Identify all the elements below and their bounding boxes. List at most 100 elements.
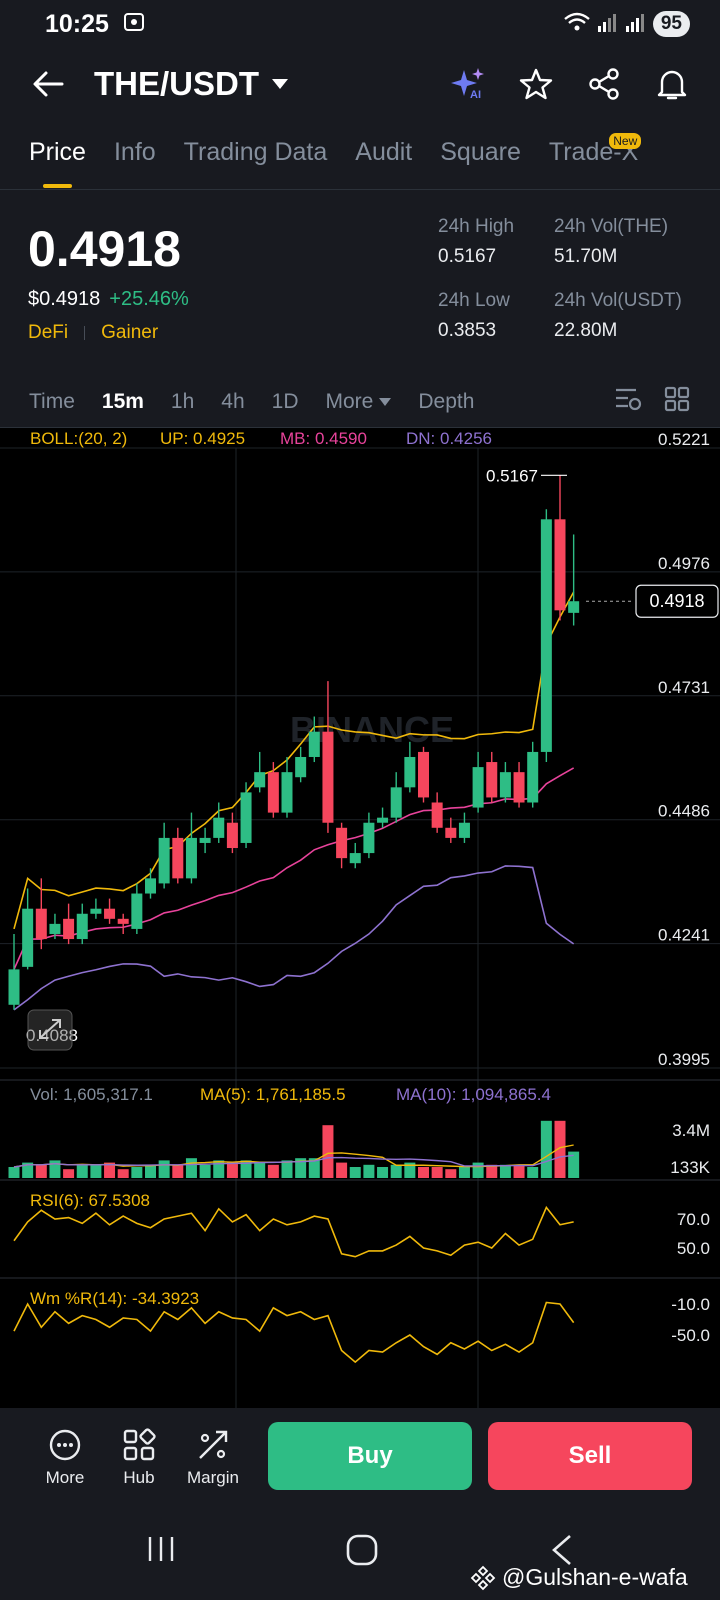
margin-button[interactable]: Margin (186, 1428, 240, 1488)
candle (322, 731, 334, 823)
stat-value: 22.80M (554, 320, 618, 341)
candle (117, 918, 129, 924)
signal-icon (597, 11, 619, 38)
price-usd: $0.4918 (28, 288, 101, 310)
bollinger-bands (13, 591, 575, 1011)
status-time: 10:25 (45, 9, 109, 38)
interval-time[interactable]: Time (29, 389, 75, 413)
volume-bar (499, 1164, 511, 1178)
tab-trading-data[interactable]: Trading Data (183, 138, 328, 166)
volume-bar (418, 1167, 429, 1178)
stat-label: 24h Vol(USDT) (554, 290, 682, 311)
chart-grid (0, 447, 720, 1408)
candle (172, 837, 184, 879)
volume-bar (540, 1120, 552, 1178)
candle (158, 837, 170, 884)
volume-bar (145, 1164, 156, 1178)
volume-tick-high: 3.4M (672, 1121, 710, 1140)
more-dots-icon (49, 1429, 81, 1461)
volume-bar (377, 1167, 389, 1178)
volume-bar (90, 1164, 102, 1178)
status-bar: 10:25 95 (0, 0, 720, 48)
interval-1d[interactable]: 1D (271, 389, 299, 413)
volume-bar (76, 1164, 88, 1178)
candle (267, 772, 279, 813)
volume-bar (8, 1167, 20, 1178)
candle (540, 519, 552, 752)
candle (472, 767, 484, 808)
candle (554, 519, 566, 611)
candle (308, 731, 320, 757)
candle (131, 893, 143, 929)
home-icon[interactable] (346, 1534, 378, 1571)
caret-down-icon (272, 79, 288, 89)
battery-indicator: 95 (652, 11, 690, 37)
tab-price[interactable]: Price (29, 128, 86, 190)
candle (185, 837, 197, 879)
candlestick-chart[interactable]: BINANCE BOLL:(20, 2) UP: 0.4925 MB: 0.45… (0, 428, 720, 1408)
stat-value: 51.70M (554, 246, 618, 267)
volume-bar (336, 1162, 348, 1178)
price-tick: 0.4241 (658, 926, 710, 945)
tag-gainer[interactable]: Gainer (101, 322, 159, 343)
interval-more[interactable]: More (326, 390, 392, 414)
tab-audit[interactable]: Audit (355, 138, 413, 166)
recent-apps-icon[interactable] (146, 1534, 176, 1569)
grid-layout-icon[interactable] (664, 386, 690, 418)
volume-bar (35, 1164, 47, 1178)
chart-area[interactable]: BINANCE BOLL:(20, 2) UP: 0.4925 MB: 0.45… (0, 428, 720, 1408)
volume-ma10-line (13, 1154, 574, 1168)
tab-trade-x[interactable]: Trade-X New (549, 128, 642, 190)
current-price-text: 0.4918 (649, 591, 704, 611)
volume-bar (568, 1151, 580, 1178)
interval-more-label: More (325, 389, 374, 413)
tag-defi[interactable]: DeFi (28, 322, 69, 343)
more-button[interactable]: More (38, 1428, 92, 1488)
candle (349, 853, 361, 864)
candle (8, 969, 20, 1005)
volume-bar (513, 1164, 525, 1178)
interval-15m[interactable]: 15m (101, 389, 144, 413)
hub-button[interactable]: Hub (112, 1428, 166, 1488)
volume-bar (527, 1167, 539, 1178)
back-arrow-icon[interactable] (28, 64, 68, 104)
high-marker-text: 0.5167 (486, 466, 538, 485)
candle (22, 908, 34, 967)
tab-bar: Price Info Trading Data Audit Square Tra… (0, 128, 720, 190)
hub-icon (123, 1428, 156, 1461)
tab-square[interactable]: Square (440, 138, 521, 166)
volume-bar (472, 1162, 484, 1178)
author-watermark: @Gulshan-e-wafa (470, 1564, 688, 1591)
buy-button[interactable]: Buy (268, 1422, 472, 1490)
candle (213, 817, 225, 838)
header: THE/USDT AI (0, 56, 720, 112)
stat-24h-low: 24h Low 0.3853 (438, 290, 510, 342)
candle (513, 772, 525, 803)
back-icon[interactable] (550, 1534, 574, 1571)
candle (336, 827, 348, 859)
volume-ma10: MA(10): 1,094,865.4 (396, 1085, 551, 1104)
interval-4h[interactable]: 4h (221, 389, 245, 413)
candle (363, 822, 375, 854)
candle (486, 762, 498, 798)
candle (76, 913, 88, 940)
star-icon[interactable] (516, 64, 556, 104)
volume-bar (185, 1158, 197, 1178)
candle (49, 923, 61, 934)
pair-selector[interactable]: THE/USDT (94, 65, 289, 103)
boll-mb: MB: 0.4590 (280, 429, 367, 448)
ai-sparkle-icon[interactable]: AI (448, 64, 488, 104)
share-icon[interactable] (584, 64, 624, 104)
candle (431, 802, 443, 828)
hub-label: Hub (123, 1468, 155, 1487)
volume-bar (295, 1158, 307, 1178)
indicator-settings-icon[interactable] (614, 386, 642, 418)
tab-info[interactable]: Info (113, 138, 156, 166)
interval-1h[interactable]: 1h (170, 389, 195, 413)
expand-icon[interactable] (27, 1009, 73, 1051)
interval-depth[interactable]: Depth (418, 389, 475, 413)
stat-label: 24h Vol(THE) (554, 216, 669, 237)
bell-icon[interactable] (652, 64, 692, 104)
candles (8, 475, 580, 1010)
sell-button[interactable]: Sell (488, 1422, 692, 1490)
